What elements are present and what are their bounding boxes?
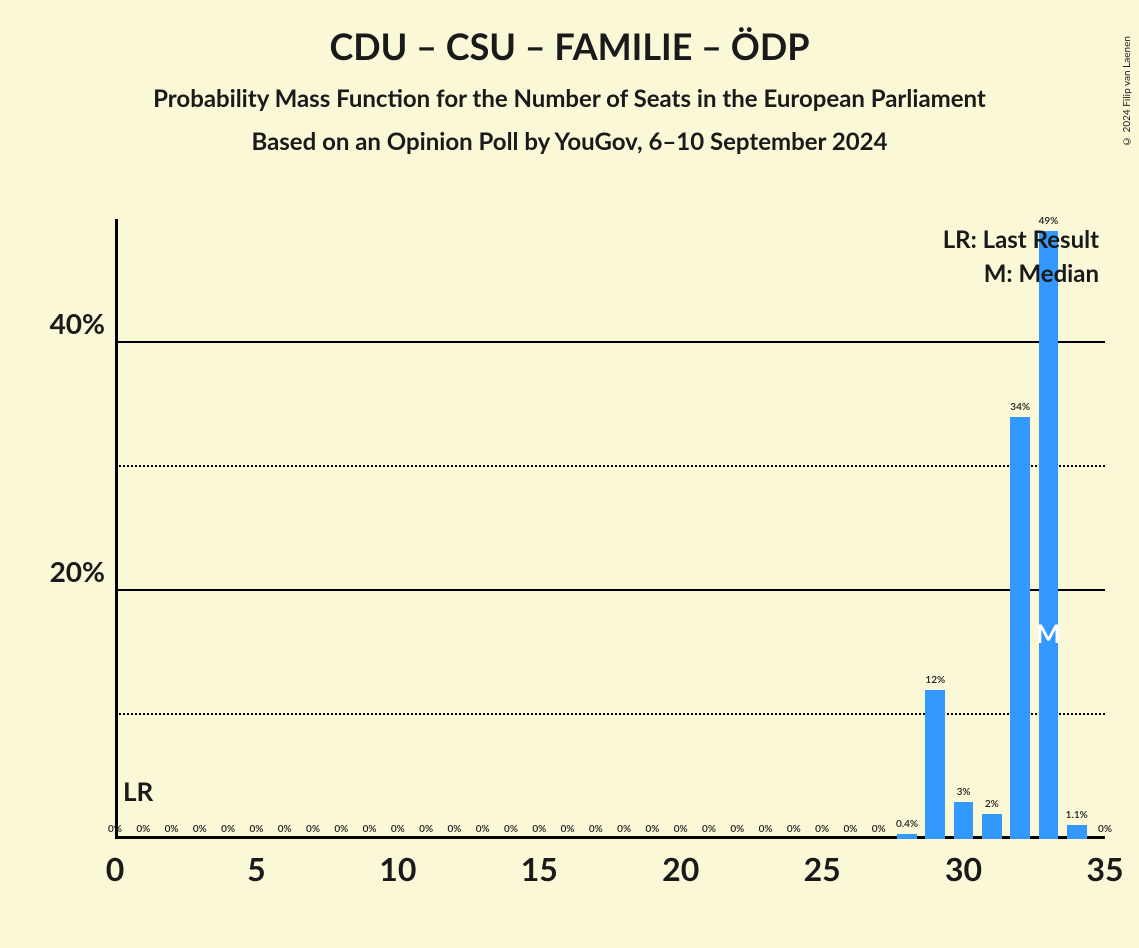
bar-value-label: 0%: [334, 823, 348, 835]
bar-value-label: 0%: [136, 823, 150, 835]
copyright-text: © 2024 Filip van Laenen: [1121, 36, 1133, 147]
gridline-major: [115, 589, 1105, 591]
bar-value-label: 0%: [674, 823, 688, 835]
x-tick-label: 20: [662, 849, 699, 888]
x-tick-label: 5: [247, 849, 266, 888]
x-tick-label: 0: [106, 849, 125, 888]
bar-value-label: 0%: [532, 823, 546, 835]
legend-last-result: LR: Last Result: [943, 225, 1099, 254]
x-tick-label: 25: [804, 849, 841, 888]
legend-median: M: Median: [984, 259, 1099, 288]
bar-value-label: 0%: [589, 823, 603, 835]
median-marker: M: [1036, 617, 1061, 649]
bar-value-label: 0%: [872, 823, 886, 835]
bar-value-label: 0.4%: [896, 818, 918, 830]
bar-value-label: 0%: [843, 823, 857, 835]
bar: [954, 802, 974, 839]
chart-subtitle: Probability Mass Function for the Number…: [0, 84, 1139, 113]
bar-value-label: 0%: [391, 823, 405, 835]
bar-value-label: 0%: [815, 823, 829, 835]
bar-value-label: 0%: [363, 823, 377, 835]
y-tick-label: 20%: [50, 554, 105, 588]
bar-value-label: 0%: [504, 823, 518, 835]
gridline-major: [115, 341, 1105, 343]
bar-value-label: 0%: [278, 823, 292, 835]
bar-value-label: 34%: [1010, 401, 1030, 413]
x-tick-label: 10: [379, 849, 416, 888]
bar-value-label: 0%: [108, 823, 122, 835]
bar-value-label: 0%: [249, 823, 263, 835]
bar-value-label: 0%: [730, 823, 744, 835]
bar-value-label: 0%: [787, 823, 801, 835]
bar-value-label: 0%: [221, 823, 235, 835]
bar-value-label: 0%: [617, 823, 631, 835]
chart-plot-area: 20%40%051015202530350%0%0%0%0%0%0%0%0%0%…: [115, 219, 1105, 839]
bar: [897, 834, 917, 839]
bar: [982, 814, 1002, 839]
bar: [925, 690, 945, 839]
chart-title: CDU – CSU – FAMILIE – ÖDP: [0, 24, 1139, 68]
y-tick-label: 40%: [50, 306, 105, 340]
bar-value-label: 1.1%: [1066, 809, 1088, 821]
x-tick-label: 15: [521, 849, 558, 888]
bar-value-label: 12%: [925, 674, 945, 686]
bar-value-label: 0%: [645, 823, 659, 835]
bar-value-label: 0%: [702, 823, 716, 835]
last-result-marker: LR: [123, 775, 153, 807]
x-tick-label: 30: [945, 849, 982, 888]
y-axis: [115, 219, 118, 839]
chart-source: Based on an Opinion Poll by YouGov, 6–10…: [0, 127, 1139, 156]
bar-value-label: 2%: [985, 798, 999, 810]
gridline-minor: [115, 713, 1105, 715]
bar-value-label: 0%: [193, 823, 207, 835]
bar-value-label: 0%: [419, 823, 433, 835]
gridline-minor: [115, 465, 1105, 467]
bar-value-label: 0%: [759, 823, 773, 835]
bar: [1039, 231, 1059, 839]
bar-value-label: 3%: [957, 786, 971, 798]
bar: [1067, 825, 1087, 839]
bar-value-label: 0%: [561, 823, 575, 835]
bar-value-label: 0%: [306, 823, 320, 835]
x-tick-label: 35: [1086, 849, 1123, 888]
bar-value-label: 0%: [476, 823, 490, 835]
bar-value-label: 0%: [1098, 823, 1112, 835]
bar: [1010, 417, 1030, 839]
bar-value-label: 0%: [165, 823, 179, 835]
bar-value-label: 0%: [447, 823, 461, 835]
